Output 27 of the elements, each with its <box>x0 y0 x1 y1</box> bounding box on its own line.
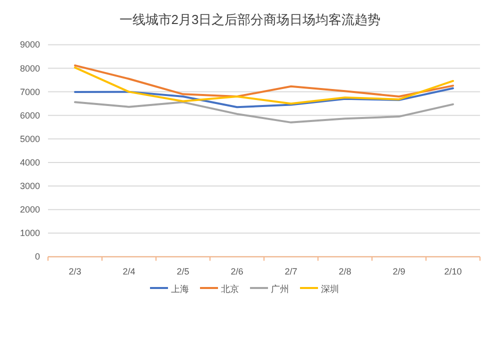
chart-title: 一线城市2月3日之后部分商场日场均客流趋势 <box>119 12 381 27</box>
x-tick-label: 2/8 <box>338 266 352 277</box>
y-tick-label: 8000 <box>20 63 40 74</box>
legend-label: 广州 <box>271 284 289 294</box>
x-tick-label: 2/10 <box>444 266 462 277</box>
y-tick-label: 0 <box>34 252 40 262</box>
y-tick-label: 4000 <box>20 157 40 168</box>
line-series <box>74 87 454 108</box>
line-series <box>74 101 454 124</box>
y-tick-label: 2000 <box>20 204 40 215</box>
y-tick-label: 9000 <box>20 40 40 50</box>
legend-label: 北京 <box>221 284 239 294</box>
legend-label: 上海 <box>171 284 189 294</box>
x-tick-label: 2/6 <box>230 266 244 277</box>
y-tick-label: 1000 <box>20 228 40 238</box>
legend-label: 深圳 <box>321 284 339 294</box>
x-tick-label: 2/4 <box>122 266 136 277</box>
x-tick-label: 2/5 <box>176 266 190 277</box>
y-tick-label: 3000 <box>20 181 40 192</box>
y-tick-label: 7000 <box>20 86 40 97</box>
y-tick-label: 5000 <box>20 134 40 144</box>
y-tick-label: 6000 <box>20 110 40 120</box>
line-series <box>74 66 454 105</box>
x-tick-label: 2/3 <box>68 266 82 277</box>
line-series <box>74 64 454 98</box>
x-tick-label: 2/9 <box>392 266 406 277</box>
x-tick-label: 2/7 <box>284 266 298 277</box>
